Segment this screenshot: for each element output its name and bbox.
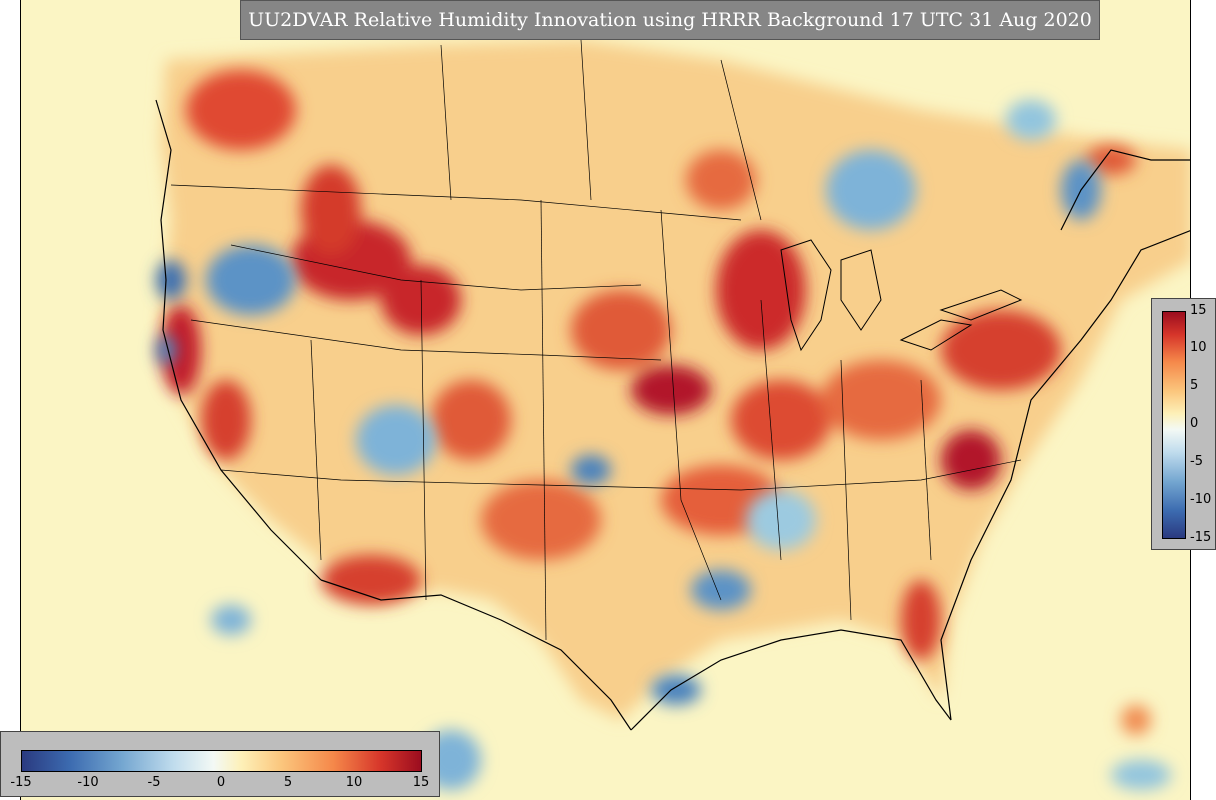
vertical-colorbar-tick: -10 xyxy=(1190,492,1212,507)
horizontal-colorbar-tick: -10 xyxy=(77,775,99,790)
map-area xyxy=(20,0,1191,800)
vertical-colorbar: 15 10 5 0 -5 -10 -15 xyxy=(1151,298,1216,550)
lakes xyxy=(780,239,1023,352)
horizontal-colorbar-tick: 0 xyxy=(216,775,226,790)
horizontal-colorbar: -15 -10 -5 0 5 10 15 xyxy=(0,731,440,797)
vertical-colorbar-tick: 0 xyxy=(1190,416,1199,431)
horizontal-colorbar-tick: -5 xyxy=(147,775,161,790)
vertical-colorbar-tick: -5 xyxy=(1190,454,1203,469)
horizontal-colorbar-tick: -15 xyxy=(10,775,32,790)
coastline-and-borders xyxy=(155,99,1190,731)
positive-anomalies xyxy=(161,70,1151,735)
vertical-colorbar-tick: 15 xyxy=(1190,303,1207,318)
horizontal-colorbar-tick: 5 xyxy=(283,775,293,790)
vertical-colorbar-tick: 5 xyxy=(1190,378,1199,393)
horizontal-colorbar-tick: 15 xyxy=(412,775,430,790)
horizontal-colorbar-gradient xyxy=(21,750,422,772)
vertical-colorbar-tick: -15 xyxy=(1190,530,1212,545)
state-lines xyxy=(170,39,1022,641)
vertical-colorbar-gradient xyxy=(1162,311,1186,539)
vertical-colorbar-tick: 10 xyxy=(1190,340,1207,355)
negative-anomalies xyxy=(156,100,1171,790)
horizontal-colorbar-tick: 10 xyxy=(345,775,363,790)
map-title: UU2DVAR Relative Humidity Innovation usi… xyxy=(240,0,1100,40)
humidity-innovation-map xyxy=(21,0,1190,800)
